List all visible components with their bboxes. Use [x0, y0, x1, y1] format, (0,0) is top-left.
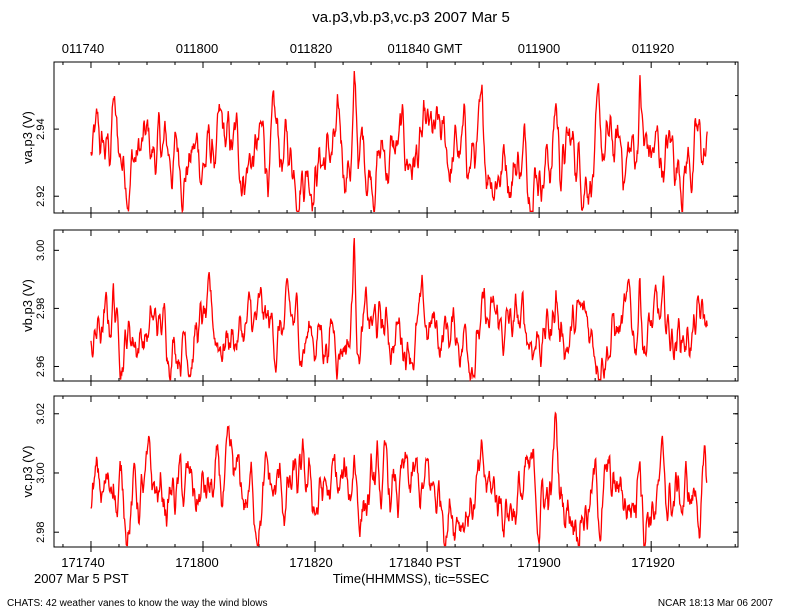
y-tick-label: 2.98	[35, 521, 47, 542]
footer-right: NCAR 18:13 Mar 06 2007	[658, 598, 774, 609]
x-axis-label: Time(HHMMSS), tic=5SEC	[333, 571, 490, 586]
top-axis: 011740 011800 011820 011840 GMT 011900 0…	[62, 41, 674, 56]
top-tick-label: 011900	[518, 41, 560, 56]
bottom-tick-label: 171740	[61, 555, 104, 570]
chart-title: va.p3,vb.p3,vc.p3 2007 Mar 5	[312, 9, 510, 26]
series-line	[90, 237, 708, 382]
bottom-tick-label: 171840 PST	[389, 555, 461, 570]
y-tick-label: 2.98	[35, 298, 47, 319]
top-tick-label: 011920	[632, 41, 674, 56]
y-axis-label: vc.p3 (V)	[20, 445, 35, 497]
series-line	[90, 70, 708, 214]
y-tick-label: 2.96	[35, 356, 47, 377]
y-tick-label: 3.00	[35, 462, 47, 483]
y-axis-label: va.p3 (V)	[20, 111, 35, 164]
panel-frame	[53, 229, 739, 382]
y-tick-label: 3.02	[35, 403, 47, 424]
bottom-tick-label: 171820	[289, 555, 332, 570]
y-tick-label: 3.00	[35, 240, 47, 261]
panel-frame	[53, 395, 739, 548]
top-tick-label: 011740	[62, 41, 104, 56]
panel-2: 2.96 2.98 3.00 vb.p3 (V)	[20, 229, 739, 386]
bottom-tick-label: 171800	[175, 555, 218, 570]
y-axis-label: vb.p3 (V)	[20, 279, 35, 332]
bottom-axis: 171740 171800 171820 171840 PST 171900 1…	[61, 555, 674, 570]
panel-frame	[53, 61, 739, 214]
y-tick-label: 2.94	[35, 118, 47, 139]
footer-left: CHATS: 42 weather vanes to know the way …	[7, 598, 268, 609]
series-line	[90, 411, 708, 547]
y-tick-label: 2.92	[35, 186, 47, 207]
top-tick-label: 011840 GMT	[388, 41, 463, 56]
bottom-tick-label: 171900	[517, 555, 560, 570]
top-tick-label: 011820	[290, 41, 332, 56]
date-label: 2007 Mar 5 PST	[34, 571, 129, 586]
bottom-tick-label: 171920	[631, 555, 674, 570]
panel-3: 2.98 3.00 3.02 vc.p3 (V)	[20, 395, 739, 552]
top-tick-label: 011800	[176, 41, 218, 56]
